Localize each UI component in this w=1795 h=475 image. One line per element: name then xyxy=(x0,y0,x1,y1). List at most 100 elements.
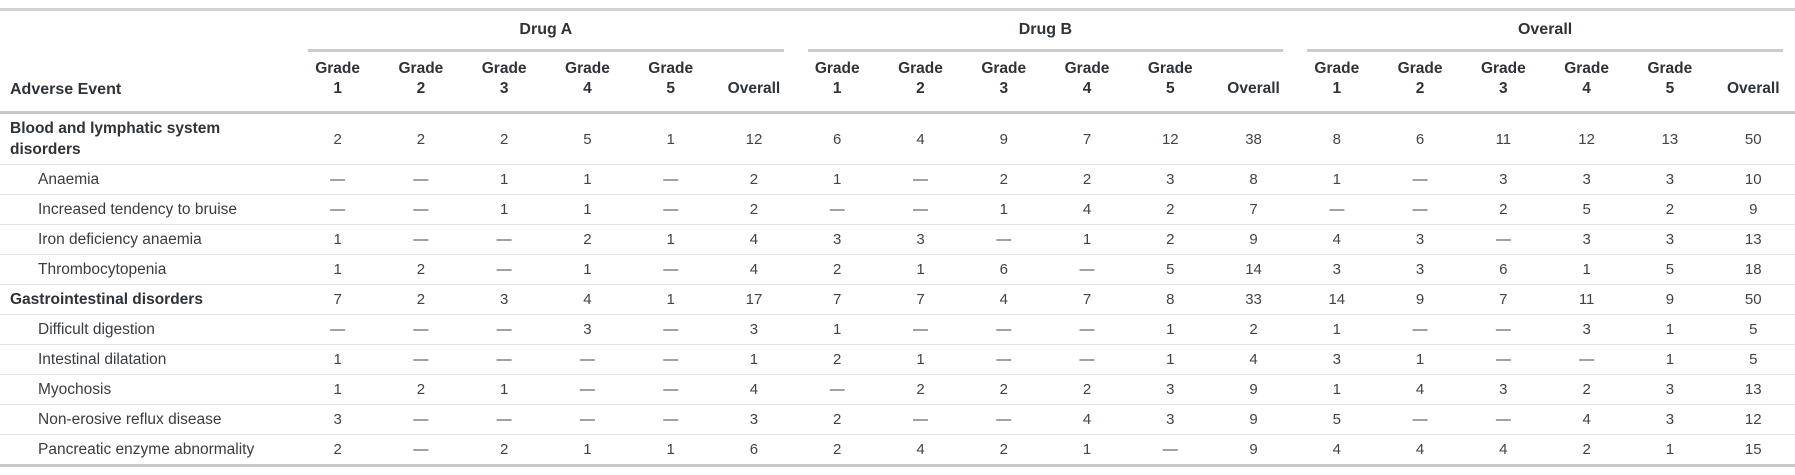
group-label-drug-a: Drug A xyxy=(308,20,784,52)
adverse-event-label: Blood and lymphatic system disorders xyxy=(10,120,221,158)
value-drug-b-grade-5: 12 xyxy=(1161,130,1179,148)
value-drug-a-grade-3: 2 xyxy=(499,441,509,458)
column-header-drug-a-grade-1: Grade 1 xyxy=(296,52,380,114)
value-drug-b-grade-5: 2 xyxy=(1166,201,1175,218)
value-drug-b-grade-4: 2 xyxy=(1082,171,1092,188)
value-drug-b-grade-3: 6 xyxy=(999,261,1008,278)
value-drug-a-grade-1: — xyxy=(330,321,346,338)
value-drug-a-grade-4: 1 xyxy=(583,441,592,458)
value-drug-b-overall: 33 xyxy=(1245,291,1262,308)
column-header-drug-a-grade-3: Grade 3 xyxy=(462,52,546,114)
value-overall-grade-5: 1 xyxy=(1665,441,1675,458)
column-header-drug-b-overall: Overall xyxy=(1211,52,1296,114)
group-row: Gastrointestinal disorders 7 2 3 4 1 17 7 7 4 7 8 33… xyxy=(0,284,1795,315)
value-overall-grade-3: 7 xyxy=(1499,291,1508,308)
value-overall-grade-3: 4 xyxy=(1499,441,1508,458)
value-drug-a-grade-4: 1 xyxy=(583,201,592,218)
value-drug-b-grade-3: — xyxy=(996,351,1012,368)
value-drug-b-grade-4: — xyxy=(1079,261,1095,278)
column-header-drug-b-grade-3: Grade 3 xyxy=(962,52,1046,114)
value-drug-a-grade-3: — xyxy=(496,231,512,248)
value-drug-a-grade-4: 1 xyxy=(583,171,592,188)
value-drug-a-grade-3: 1 xyxy=(499,381,509,398)
column-header-overall-grade-4: Grade 4 xyxy=(1544,52,1629,114)
value-drug-a-grade-5: 1 xyxy=(666,291,675,308)
value-drug-a-overall: 2 xyxy=(749,201,759,218)
value-overall-grade-1: — xyxy=(1329,201,1345,218)
value-drug-b-grade-2: 7 xyxy=(916,291,925,308)
value-drug-b-grade-4: 4 xyxy=(1082,201,1092,218)
value-drug-b-overall: 2 xyxy=(1249,321,1258,338)
value-drug-a-grade-1: 2 xyxy=(333,441,342,458)
value-drug-a-grade-4: — xyxy=(579,381,595,398)
value-drug-b-grade-4: 2 xyxy=(1082,381,1092,398)
value-drug-b-grade-2: 1 xyxy=(916,261,925,278)
value-overall-grade-3: 3 xyxy=(1499,171,1508,188)
value-drug-a-grade-1: 1 xyxy=(333,381,342,398)
event-row: Intestinal dilatation 1 — — — — 1 2 1 — — 1 4 3 1 — — 1 5 xyxy=(0,344,1795,375)
value-overall-overall: 13 xyxy=(1744,231,1762,248)
group-label-overall: Overall xyxy=(1307,20,1783,52)
value-overall-overall: 50 xyxy=(1744,291,1762,308)
value-drug-b-grade-3: 2 xyxy=(999,381,1008,398)
value-drug-a-grade-4: 3 xyxy=(583,321,592,338)
value-overall-grade-1: 3 xyxy=(1332,261,1341,278)
value-drug-b-grade-1: 1 xyxy=(833,321,842,338)
value-drug-a-overall: 4 xyxy=(749,381,759,398)
value-drug-b-grade-2: 1 xyxy=(916,351,925,368)
value-overall-grade-2: 1 xyxy=(1415,351,1425,368)
value-drug-b-grade-4: 7 xyxy=(1082,291,1092,308)
adverse-event-label: Gastrointestinal disorders xyxy=(10,291,203,308)
value-overall-overall: 5 xyxy=(1749,321,1758,338)
value-drug-a-grade-5: — xyxy=(663,201,679,218)
value-drug-a-grade-2: — xyxy=(413,201,429,218)
value-overall-grade-2: — xyxy=(1412,171,1428,188)
group-header-overall: Overall xyxy=(1295,10,1795,52)
adverse-event-label: Thrombocytopenia xyxy=(38,261,167,278)
value-drug-a-grade-2: — xyxy=(413,321,429,338)
value-drug-a-grade-5: — xyxy=(663,351,679,368)
value-drug-b-grade-4: 4 xyxy=(1082,411,1092,428)
adverse-event-label: Intestinal dilatation xyxy=(38,351,167,368)
group-header-row: Adverse Event Drug A Drug B Overall xyxy=(0,9,1795,114)
value-overall-overall: 9 xyxy=(1749,201,1758,218)
value-drug-a-grade-2: — xyxy=(413,171,429,188)
value-overall-grade-3: 2 xyxy=(1499,201,1508,218)
event-row: Iron deficiency anaemia 1 — — 2 1 4 3 3 — 1 2 9 4 3 — 3 3… xyxy=(0,224,1795,255)
column-header-overall-grade-3: Grade 3 xyxy=(1461,52,1545,114)
value-drug-a-overall: 4 xyxy=(749,261,759,278)
column-header-drug-a-grade-2: Grade 2 xyxy=(379,52,463,114)
value-overall-grade-5: 3 xyxy=(1665,411,1675,428)
value-overall-overall: 10 xyxy=(1744,171,1762,188)
value-drug-a-overall: 12 xyxy=(745,130,763,148)
adverse-event-label: Increased tendency to bruise xyxy=(38,201,238,218)
value-drug-b-grade-1: 2 xyxy=(833,441,842,458)
value-drug-b-grade-5: 2 xyxy=(1166,231,1175,248)
value-drug-b-grade-3: 9 xyxy=(999,130,1008,148)
value-drug-b-grade-1: 2 xyxy=(833,411,842,428)
value-overall-grade-2: 3 xyxy=(1415,231,1425,248)
value-overall-grade-1: 4 xyxy=(1332,231,1341,248)
value-overall-grade-4: — xyxy=(1579,351,1595,368)
value-overall-grade-5: 13 xyxy=(1661,130,1679,148)
value-drug-a-grade-2: — xyxy=(413,411,429,428)
value-drug-a-grade-1: 1 xyxy=(333,231,342,248)
value-overall-grade-3: — xyxy=(1495,351,1511,368)
table-body: Blood and lymphatic system disorders 2 2 2 5… xyxy=(0,113,1795,466)
value-drug-a-grade-3: 1 xyxy=(499,201,509,218)
column-header-overall-grade-2: Grade 2 xyxy=(1378,52,1462,114)
value-drug-b-grade-3: 2 xyxy=(999,441,1008,458)
value-drug-a-grade-1: 7 xyxy=(333,291,342,308)
value-overall-overall: 15 xyxy=(1744,441,1762,458)
value-drug-a-grade-2: 2 xyxy=(416,381,426,398)
adverse-event-label: Pancreatic enzyme abnormality xyxy=(38,441,255,458)
value-overall-grade-2: 9 xyxy=(1415,291,1425,308)
value-drug-a-grade-1: — xyxy=(330,201,346,218)
value-drug-b-grade-3: — xyxy=(996,231,1012,248)
value-overall-grade-3: 6 xyxy=(1499,261,1508,278)
value-drug-b-grade-3: 2 xyxy=(999,171,1008,188)
value-overall-overall: 13 xyxy=(1744,381,1762,398)
value-drug-b-overall: 4 xyxy=(1249,351,1258,368)
value-overall-grade-5: 3 xyxy=(1665,171,1675,188)
value-drug-a-grade-1: 1 xyxy=(333,261,342,278)
